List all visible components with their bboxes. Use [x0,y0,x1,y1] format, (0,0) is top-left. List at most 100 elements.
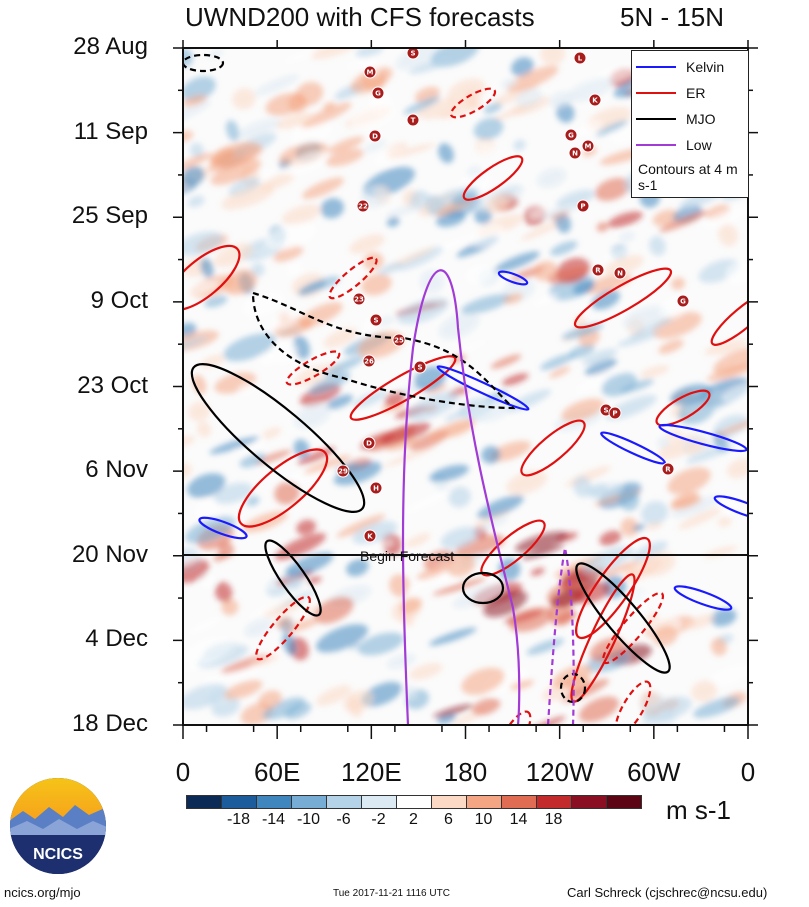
colorbar-tick-label: 14 [509,811,528,828]
storm-marker: R [591,263,605,277]
colorbar-swatch [326,795,362,809]
y-tick-label: 20 Nov [71,540,148,568]
svg-text:S: S [410,50,415,58]
svg-text:R: R [595,267,601,275]
storm-marker: L [573,51,587,65]
legend-er-swatch [636,92,676,94]
svg-text:R: R [665,466,671,474]
storm-marker: S [369,313,383,327]
storm-marker: K [363,529,377,543]
x-tick-label: 60W [627,757,681,787]
units-label: m s-1 [666,795,731,825]
x-tick-label: 0 [175,757,191,787]
legend-mjo-label: MJO [686,111,716,127]
colorbar-swatch [536,795,572,809]
storm-marker: 29 [336,464,350,478]
colorbar-tick-label: -6 [336,811,351,828]
colorbar-swatch [186,795,222,809]
svg-text:23: 23 [354,296,364,304]
storm-marker: P [576,199,590,213]
storm-marker: D [362,436,376,450]
svg-text:S: S [417,364,422,372]
svg-text:22: 22 [358,203,368,211]
colorbar-tick-label: -2 [371,811,386,828]
chart-title: UWND200 with CFS forecasts [185,2,535,32]
colorbar-swatch [501,795,537,809]
colorbar-tick-label: -10 [296,811,321,828]
storm-marker: P [608,406,622,420]
colorbar-swatch [256,795,292,809]
colorbar-swatch [361,795,397,809]
legend-low-swatch [636,144,676,146]
svg-text:K: K [367,533,373,541]
logo-text: NCICS [33,846,83,863]
legend-kelvin: Kelvin [636,59,724,75]
author-credit: Carl Schreck (cjschrec@ncsu.edu) [567,885,768,900]
colorbar-swatch [606,795,642,809]
storm-marker: S [406,48,420,60]
y-tick-label: 18 Dec [71,710,148,737]
y-tick-label: 9 Oct [90,286,148,314]
storm-marker: M [581,139,595,153]
storm-marker: G [371,86,385,100]
legend-kelvin-swatch [636,66,676,68]
svg-text:K: K [592,97,598,105]
colorbar-swatch [466,795,502,809]
storm-marker: 25 [392,333,406,347]
storm-marker: T [406,113,420,127]
legend-kelvin-label: Kelvin [686,59,725,75]
begin-forecast-label: Begin Forecast [360,548,455,564]
site-link[interactable]: ncics.org/mjo [4,885,81,900]
svg-text:H: H [373,485,379,493]
svg-text:T: T [411,117,416,125]
legend-er: ER [636,85,705,101]
svg-text:G: G [375,90,381,98]
legend-mjo-swatch [636,118,676,120]
storm-marker: 23 [352,292,366,306]
legend-low-label: Low [686,137,712,153]
colorbar-swatch [291,795,327,809]
storm-marker: 22 [356,199,370,213]
svg-text:G: G [568,132,574,140]
contour-note: Contours at 4 m s-1 [638,161,738,193]
svg-text:G: G [680,298,686,306]
svg-text:26: 26 [364,358,374,366]
legend-low: Low [636,137,712,153]
svg-text:29: 29 [338,468,348,476]
storm-marker: S [413,360,427,374]
y-tick-label: 25 Sep [71,202,148,230]
svg-text:D: D [366,440,372,448]
svg-text:M: M [367,69,374,77]
svg-text:L: L [578,55,583,63]
svg-text:S: S [603,407,608,415]
colorbar-tick-label: 10 [474,811,493,828]
region-label: 5N - 15N [620,2,725,32]
colorbar-swatch [396,795,432,809]
storm-marker: 26 [362,354,376,368]
storm-marker: G [676,294,690,308]
storm-marker: R [661,462,675,476]
svg-text:P: P [612,410,617,418]
y-tick-label: 11 Sep [73,117,148,145]
svg-text:N: N [572,150,578,158]
storm-marker: K [588,93,602,107]
legend-er-label: ER [686,85,706,101]
colorbar-tick-label: 6 [444,811,453,828]
y-tick-label: 28 Aug [73,33,148,60]
x-tick-label: 180 [443,757,488,787]
ncics-logo[interactable]: NCICS [9,777,107,875]
storm-marker: G [564,128,578,142]
x-tick-label: 60E [254,757,301,787]
x-tick-label: 0 [740,757,756,787]
svg-text:D: D [372,133,378,141]
colorbar-tick-label: 18 [544,811,563,828]
x-tick-label: 120E [340,757,402,787]
svg-text:S: S [373,317,378,325]
legend: Kelvin ER MJO Low Contours at 4 m s-1 [631,50,749,198]
storm-marker: H [369,481,383,495]
storm-marker: M [363,65,377,79]
colorbar-tick-label: -18 [226,811,251,828]
storm-marker: N [568,146,582,160]
colorbar-swatch [431,795,467,809]
timestamp: Tue 2017-11-21 1116 UTC [333,888,450,899]
